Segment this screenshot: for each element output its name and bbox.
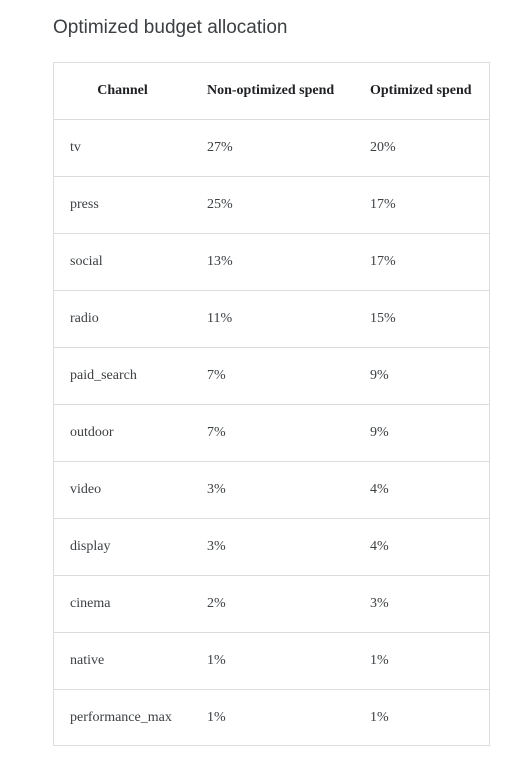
cell-non-optimized-spend: 3% xyxy=(191,461,354,519)
cell-optimized-spend: 20% xyxy=(354,119,489,177)
cell-non-optimized-spend: 7% xyxy=(191,347,354,405)
budget-allocation-table: Channel Non-optimized spend Optimized sp… xyxy=(54,63,489,746)
table-row: performance_max 1% 1% xyxy=(54,690,489,747)
table-header-row: Channel Non-optimized spend Optimized sp… xyxy=(54,63,489,120)
cell-channel: video xyxy=(54,461,191,519)
cell-channel: social xyxy=(54,233,191,291)
cell-optimized-spend: 17% xyxy=(354,176,489,234)
cell-non-optimized-spend: 2% xyxy=(191,575,354,633)
table-row: tv 27% 20% xyxy=(54,119,489,177)
cell-channel: performance_max xyxy=(70,710,172,725)
cell-non-optimized-spend: 7% xyxy=(191,404,354,462)
cell-optimized-spend: 9% xyxy=(354,404,489,462)
cell-channel: tv xyxy=(54,119,191,177)
cell-optimized-spend: 4% xyxy=(354,518,489,576)
header-optimized-spend: Optimized spend xyxy=(354,63,489,120)
table-row: cinema 2% 3% xyxy=(54,575,489,633)
cell-non-optimized-spend: 13% xyxy=(191,233,354,291)
cell-optimized-spend: 4% xyxy=(354,461,489,519)
header-channel: Channel xyxy=(54,63,191,120)
cell-non-optimized-spend: 3% xyxy=(191,518,354,576)
budget-allocation-table-container: Channel Non-optimized spend Optimized sp… xyxy=(53,62,490,746)
cell-optimized-spend: 17% xyxy=(354,233,489,291)
table-row: social 13% 17% xyxy=(54,233,489,291)
cell-channel: outdoor xyxy=(54,404,191,462)
cell-channel: display xyxy=(54,518,191,576)
table-row: native 1% 1% xyxy=(54,632,489,690)
cell-optimized-spend: 3% xyxy=(354,575,489,633)
cell-channel: cinema xyxy=(54,575,191,633)
cell-non-optimized-spend: 1% xyxy=(191,632,354,690)
table-row: display 3% 4% xyxy=(54,518,489,576)
cell-channel: radio xyxy=(54,290,191,348)
cell-channel: press xyxy=(54,176,191,234)
cell-non-optimized-spend: 27% xyxy=(191,119,354,177)
table-row: outdoor 7% 9% xyxy=(54,404,489,462)
table-row: video 3% 4% xyxy=(54,461,489,519)
cell-channel: native xyxy=(54,632,191,690)
cell-channel: paid_search xyxy=(54,347,191,405)
table-row: press 25% 17% xyxy=(54,176,489,234)
cell-non-optimized-spend: 1% xyxy=(207,710,226,725)
cell-optimized-spend: 15% xyxy=(354,290,489,348)
cell-non-optimized-spend: 11% xyxy=(191,290,354,348)
cell-optimized-spend: 1% xyxy=(370,710,389,725)
page-title: Optimized budget allocation xyxy=(53,17,288,38)
cell-optimized-spend: 9% xyxy=(354,347,489,405)
cell-non-optimized-spend: 25% xyxy=(191,176,354,234)
table-row: paid_search 7% 9% xyxy=(54,347,489,405)
header-non-optimized-spend: Non-optimized spend xyxy=(191,63,354,120)
table-row: radio 11% 15% xyxy=(54,290,489,348)
cell-optimized-spend: 1% xyxy=(354,632,489,690)
